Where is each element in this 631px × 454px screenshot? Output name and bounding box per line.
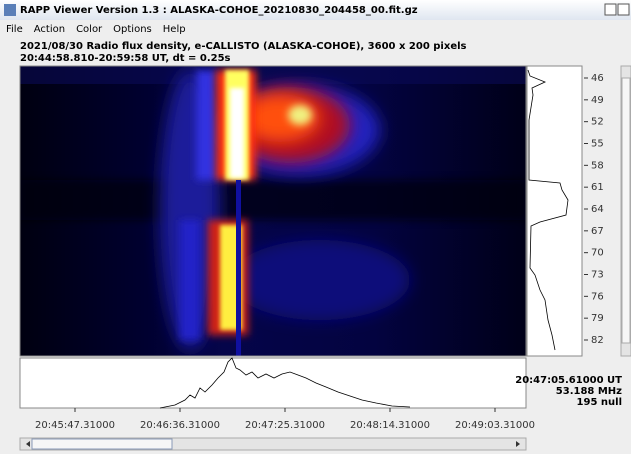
info-line: 2021/08/30 Radio flux density, e-CALLIST…	[20, 41, 467, 52]
frequency-label: 55	[591, 139, 604, 150]
frequency-label: 52	[591, 117, 604, 128]
maximize-button[interactable]	[618, 4, 629, 15]
info-line: 20:44:58.810-20:59:58 UT, dt = 0.25s	[20, 53, 231, 64]
frequency-label: 73	[591, 270, 604, 281]
scroll-thumb[interactable]	[32, 439, 172, 449]
time-label: 20:48:14.31000	[350, 420, 430, 431]
frequency-label: 49	[591, 95, 604, 106]
frequency-label: 61	[591, 182, 604, 193]
time-label: 20:47:25.31000	[245, 420, 325, 431]
spectrogram	[20, 66, 526, 356]
frequency-label: 70	[591, 248, 604, 259]
frequency-label: 79	[591, 313, 604, 324]
app-icon	[4, 4, 16, 16]
window-title: RAPP Viewer Version 1.3 : ALASKA-COHOE_2…	[20, 5, 418, 16]
menu-item[interactable]: File	[6, 24, 23, 35]
menu-item[interactable]: Action	[34, 24, 65, 35]
time-label: 20:46:36.31000	[140, 420, 220, 431]
frequency-label: 58	[591, 160, 604, 171]
minimize-button[interactable]	[605, 4, 616, 15]
scroll-thumb[interactable]	[622, 78, 630, 343]
light-curve-panel	[20, 358, 526, 408]
page: {"window": {"title": "RAPP Viewer Versio…	[0, 0, 631, 454]
menu-item[interactable]: Options	[113, 24, 152, 35]
frequency-label: 46	[591, 73, 604, 84]
menu-bar: File Action Color Options Help	[6, 24, 186, 35]
app-window: RAPP Viewer Version 1.3 : ALASKA-COHOE_2…	[0, 0, 631, 454]
menu-item[interactable]: Help	[163, 24, 186, 35]
readout-line: 20:47:05.61000 UT	[515, 375, 622, 386]
readout-line: 195 null	[577, 397, 622, 408]
time-label: 20:45:47.31000	[35, 420, 115, 431]
frequency-label: 64	[591, 204, 604, 215]
frequency-label: 76	[591, 291, 604, 302]
frequency-label: 67	[591, 226, 604, 237]
time-label: 20:49:03.31000	[455, 420, 535, 431]
frequency-profile	[527, 66, 582, 356]
frequency-label: 82	[591, 335, 604, 346]
readout-line: 53.188 MHz	[556, 386, 622, 397]
menu-item[interactable]: Color	[76, 24, 103, 35]
time-axis: 20:45:47.31000 20:46:36.31000 20:47:25.310…	[35, 408, 535, 431]
frequency-axis: 46 49 52 55 58 61 64 67 70 73 76 79 82	[584, 73, 604, 346]
